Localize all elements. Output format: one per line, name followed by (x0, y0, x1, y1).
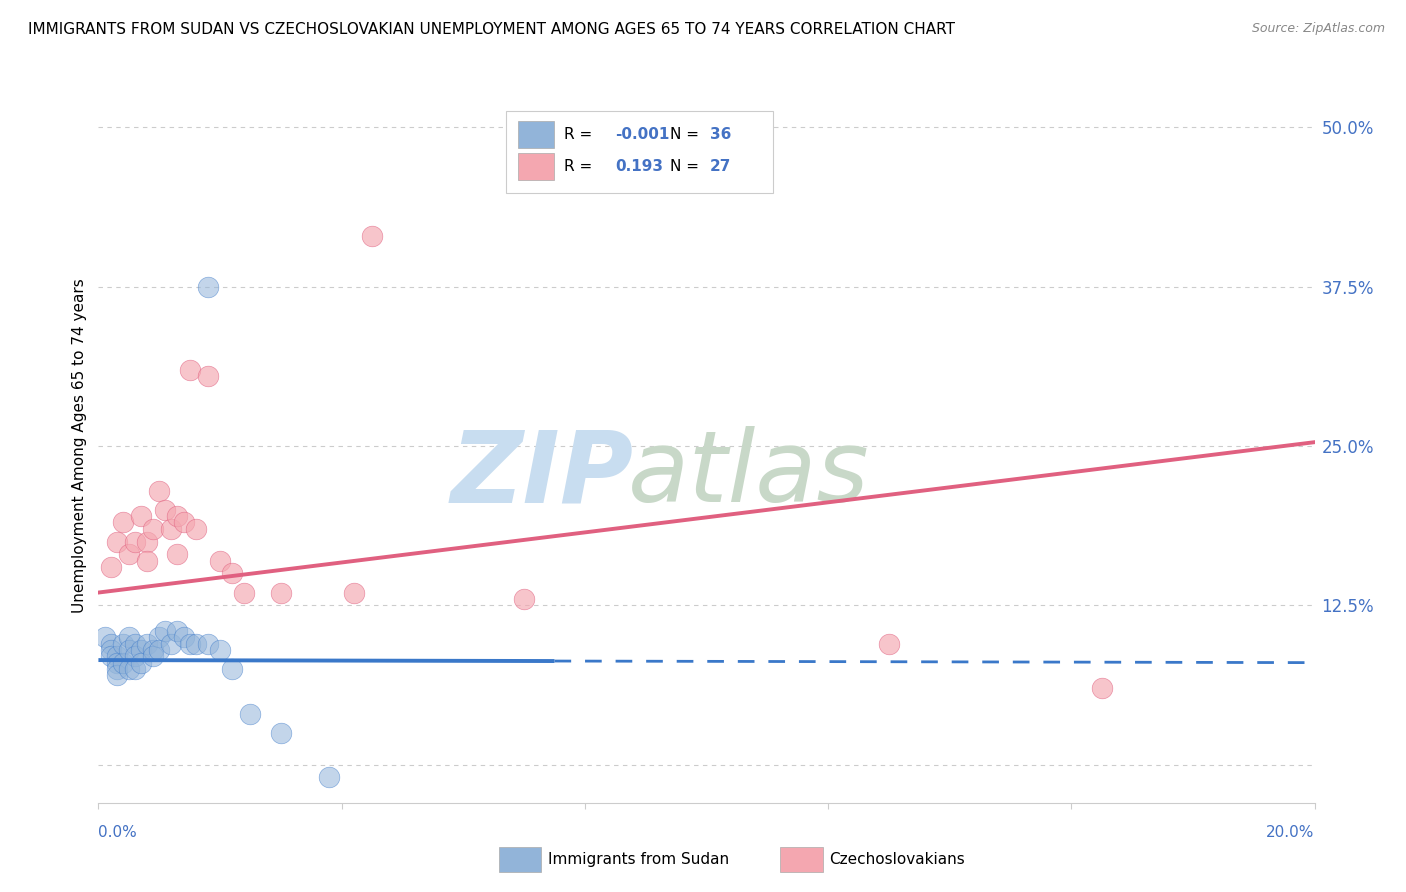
Point (513, 591, 536, 606)
Point (111, 516, 134, 530)
Point (233, 585, 256, 599)
FancyBboxPatch shape (517, 121, 554, 148)
Point (142, 522, 165, 536)
Point (179, 636, 201, 650)
Point (270, 725, 292, 739)
Y-axis label: Unemployment Among Ages 65 to 74 years: Unemployment Among Ages 65 to 74 years (72, 278, 87, 614)
Point (361, 228, 384, 243)
Point (197, 279, 219, 293)
Point (105, 656, 128, 670)
Point (160, 522, 183, 536)
Point (118, 662, 141, 676)
FancyBboxPatch shape (506, 111, 773, 193)
Point (100, 636, 122, 650)
Point (270, 585, 292, 599)
Point (118, 630, 141, 644)
Point (93, 630, 115, 644)
Point (129, 656, 152, 670)
Point (105, 668, 128, 682)
Point (142, 649, 165, 664)
Text: IMMIGRANTS FROM SUDAN VS CZECHOSLOVAKIAN UNEMPLOYMENT AMONG AGES 65 TO 74 YEARS : IMMIGRANTS FROM SUDAN VS CZECHOSLOVAKIAN… (28, 22, 955, 37)
Point (105, 534, 128, 549)
Text: R =: R = (564, 128, 598, 143)
Point (160, 636, 183, 650)
Point (166, 624, 188, 638)
Point (111, 636, 134, 650)
Point (118, 547, 141, 561)
Text: 36: 36 (710, 128, 731, 143)
Point (148, 630, 170, 644)
Point (343, 585, 366, 599)
Point (148, 643, 170, 657)
Point (318, 770, 340, 784)
Point (179, 362, 201, 376)
Point (136, 636, 159, 650)
Text: N =: N = (671, 128, 704, 143)
Point (129, 643, 152, 657)
Text: R =: R = (564, 159, 602, 174)
Text: 20.0%: 20.0% (1267, 825, 1315, 840)
Point (166, 509, 188, 524)
Point (100, 560, 122, 574)
Point (155, 502, 177, 516)
FancyBboxPatch shape (517, 153, 554, 180)
Text: 0.193: 0.193 (616, 159, 664, 174)
Point (148, 483, 170, 498)
Text: atlas: atlas (628, 426, 870, 523)
Point (197, 636, 219, 650)
Text: Czechoslovakians: Czechoslovakians (830, 853, 966, 867)
Point (136, 554, 159, 568)
Point (105, 649, 128, 664)
Point (142, 643, 165, 657)
Point (118, 643, 141, 657)
Point (209, 643, 232, 657)
Text: ZIP: ZIP (451, 426, 634, 523)
Point (221, 566, 243, 581)
Point (124, 534, 146, 549)
Point (221, 662, 243, 676)
Point (105, 662, 128, 676)
Text: N =: N = (671, 159, 704, 174)
Point (100, 649, 122, 664)
Point (209, 554, 232, 568)
Point (173, 516, 195, 530)
Point (111, 656, 134, 670)
Point (184, 522, 207, 536)
Point (124, 662, 146, 676)
Point (136, 534, 159, 549)
Text: 0.0%: 0.0% (98, 825, 138, 840)
Text: Immigrants from Sudan: Immigrants from Sudan (548, 853, 730, 867)
Text: Source: ZipAtlas.com: Source: ZipAtlas.com (1251, 22, 1385, 36)
Point (155, 624, 177, 638)
Point (166, 547, 188, 561)
Point (1091, 681, 1114, 695)
Point (124, 636, 146, 650)
Text: -0.001: -0.001 (616, 128, 669, 143)
Text: 27: 27 (710, 159, 731, 174)
Point (184, 636, 207, 650)
Point (173, 630, 195, 644)
Point (239, 706, 262, 721)
Point (124, 649, 146, 664)
Point (197, 368, 219, 383)
Point (100, 643, 122, 657)
Point (129, 509, 152, 524)
Point (877, 636, 900, 650)
